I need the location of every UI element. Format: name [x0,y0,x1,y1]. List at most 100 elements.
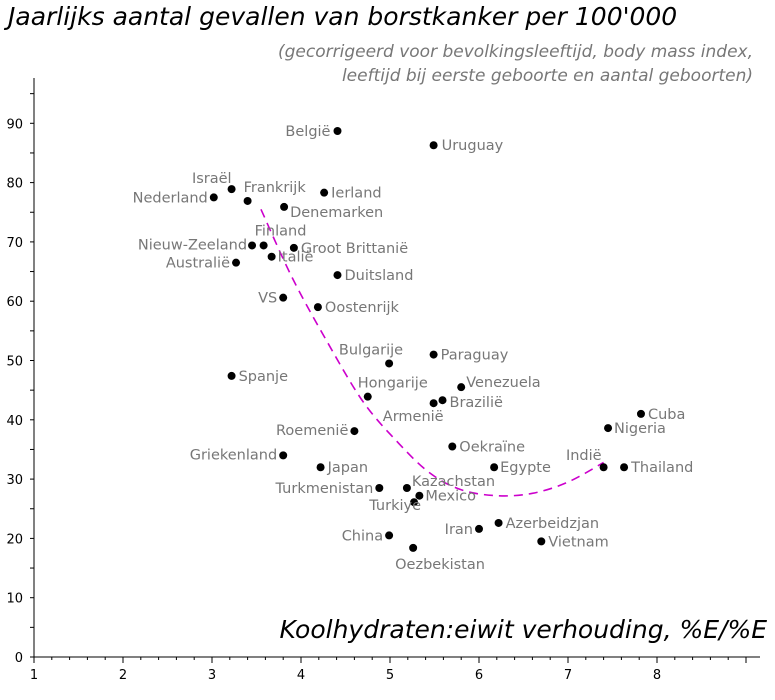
data-point [375,483,384,492]
axes: 0 10 20 30 40 50 60 70 80 90 1 2 3 4 5 6 7 8 [6,78,760,683]
data-point [279,451,288,460]
data-point-label: Indië [566,448,602,464]
x-tick-label: 6 [475,668,483,683]
y-tick-label: 90 [6,117,23,132]
data-point [280,202,289,211]
y-tick-label: 20 [6,532,23,547]
data-point-label: België [285,124,330,140]
data-point-label: Australië [166,256,230,272]
data-point-label: Finland [255,223,307,239]
data-point-label: Nieuw-Zeeland [138,237,247,253]
y-tick-label: 80 [6,177,23,192]
data-point [429,350,438,359]
data-point-label: Paraguay [441,348,509,364]
y-tick-label: 10 [6,592,23,607]
data-point-label: Duitsland [344,268,413,284]
data-point [279,293,288,302]
data-point-label: Turkmenistan [275,481,374,497]
data-point-label: Turkiye [368,498,421,514]
data-point [438,396,447,405]
data-point [227,185,236,194]
data-point [267,252,276,261]
x-tick-label: 4 [297,668,305,683]
data-point [289,243,298,252]
data-point-label: Egypte [500,460,551,476]
data-point-label: Ierland [331,186,381,202]
data-point [333,271,342,280]
data-point-label: Uruguay [442,138,504,154]
data-point [232,258,241,267]
data-point [385,359,394,368]
data-point [248,241,257,250]
x-tick-label: 8 [653,668,661,683]
data-point [259,241,268,250]
data-point [415,491,424,500]
data-point [316,463,325,472]
chart-subtitle: (gecorrigeerd voor bevolkingsleeftijd, b… [278,40,753,88]
x-tick-label: 1 [30,668,38,683]
data-point [313,303,322,312]
data-point-label: Spanje [239,369,289,385]
data-point [448,442,457,451]
data-point-label: Oekraïne [459,439,525,455]
subtitle-line-2: leeftijd bij eerste geboorte en aantal g… [341,66,753,86]
data-point [604,424,613,433]
data-point-label: Oezbekistan [395,557,485,573]
y-tick-label: 60 [6,295,23,310]
data-point-label: Kazachstan [412,474,495,490]
data-point-label: China [342,528,383,544]
data-point-label: Cuba [648,407,685,423]
data-point-label: Griekenland [190,447,277,463]
data-point [537,537,546,546]
y-tick-label: 30 [6,473,23,488]
y-tick-label: 40 [6,414,23,429]
data-points-group: België Uruguay Israël Frankrijk Ierland Neder… [133,124,694,573]
data-point-label: Iran [445,522,473,538]
data-point-label: Armenië [383,409,444,425]
x-tick-label: 7 [564,668,572,683]
data-point [402,483,411,492]
data-point [385,531,394,540]
data-point-label: Japan [327,460,368,476]
data-point-label: Hongarije [358,376,428,392]
chart-title: Jaarlijks aantal gevallen van borstkanke… [8,2,678,31]
data-point [227,371,236,380]
data-point-label: Brazilië [450,395,503,411]
data-point-label: Mexico [425,489,476,505]
x-axis-label: Koolhydraten:eiwit verhouding, %E/%E [279,615,767,644]
data-point-label: Groot Brittanië [301,241,408,257]
data-point-label: Frankrijk [244,180,307,196]
data-point [620,463,629,472]
data-point [333,127,342,136]
data-point [429,399,438,408]
data-point [490,463,499,472]
x-tick-label: 5 [386,668,394,683]
data-point-label: Israël [192,171,232,187]
data-point-label: Denemarken [290,205,383,221]
subtitle-line-1: (gecorrigeerd voor bevolkingsleeftijd, b… [278,42,753,62]
data-point-label: Bulgarije [339,342,403,358]
data-point-label: Thailand [630,460,693,476]
data-point-label: Oostenrijk [325,300,400,316]
data-point [599,463,608,472]
data-point [363,392,372,401]
data-point [494,518,503,527]
y-tick-label: 50 [6,355,23,370]
data-point [636,409,645,418]
data-point [209,193,218,202]
data-point [350,427,359,436]
data-point-label: Vietnam [548,534,608,550]
data-point [243,196,252,205]
data-point [457,383,466,392]
data-point-label: Nederland [133,190,208,206]
data-point-label: VS [258,291,277,307]
data-point-label: Roemenië [276,423,348,439]
data-point [410,498,419,507]
data-point-label: Venezuela [466,375,540,391]
x-tick-label: 3 [208,668,216,683]
x-tick-label: 2 [119,668,127,683]
data-point-label: Azerbeidzjan [506,516,599,532]
data-point [475,524,483,533]
data-point [429,141,438,150]
